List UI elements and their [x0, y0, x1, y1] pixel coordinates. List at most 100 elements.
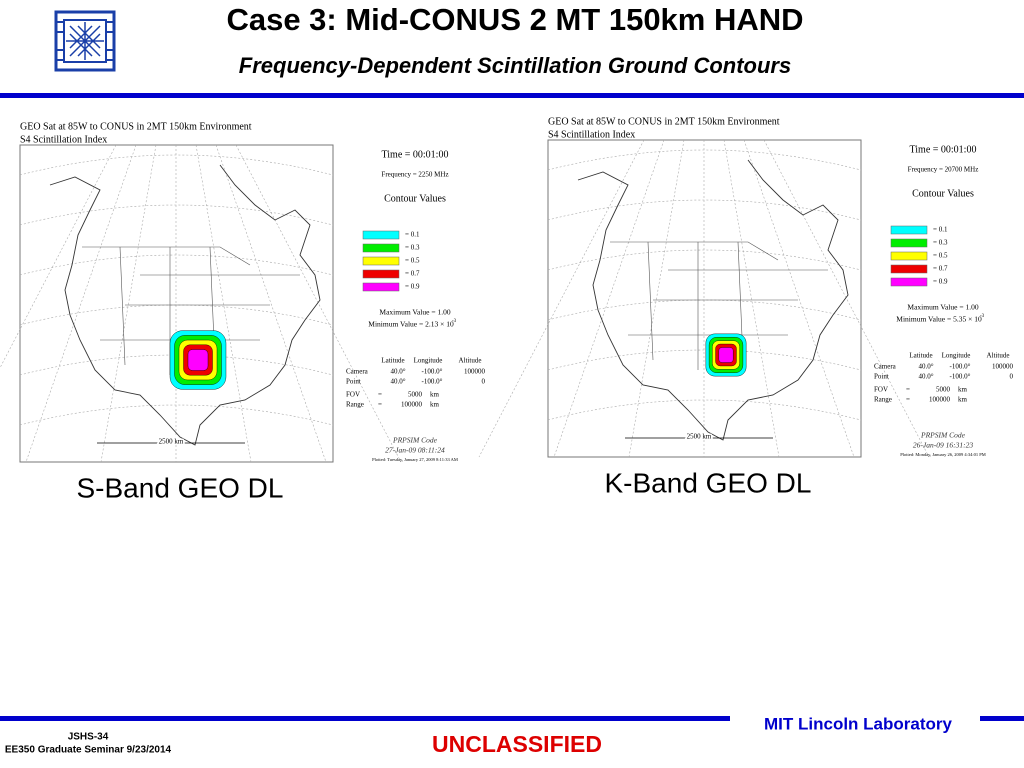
- table-cell: -100.0°: [422, 378, 443, 386]
- time: Time = 00:01:00: [382, 149, 449, 160]
- table-cell: 100000: [992, 363, 1014, 371]
- graticule: [478, 139, 645, 458]
- map-frame: [547, 139, 862, 458]
- table-cell: Point: [874, 373, 889, 381]
- panel-title: GEO Sat at 85W to CONUS in 2MT 150km Env…: [20, 121, 252, 132]
- legend-label: = 0.1: [933, 226, 948, 234]
- panel: GEO Sat at 85W to CONUS in 2MT 150km Env…: [0, 121, 486, 503]
- table-header: Latitude: [909, 352, 932, 360]
- graticule: [723, 139, 780, 458]
- table-cell: 100000: [464, 368, 486, 376]
- caption: K-Band GEO DL: [605, 467, 812, 498]
- legend-swatch: [890, 225, 928, 235]
- graticule: [195, 144, 252, 463]
- slide-title: Case 3: Mid-CONUS 2 MT 150km HAND: [226, 2, 803, 37]
- plotted: Plotted: Tuesday, January 27, 2009 8:11:…: [372, 457, 458, 463]
- view-cell: km: [430, 401, 440, 409]
- table-cell: -100.0°: [950, 373, 971, 381]
- seminar: EE350 Graduate Seminar 9/23/2014: [5, 745, 172, 756]
- view-cell: FOV: [346, 391, 360, 399]
- footer-rule: [0, 716, 730, 721]
- legend-label: = 0.9: [405, 283, 420, 291]
- borders: [82, 246, 300, 375]
- view-cell: FOV: [874, 386, 888, 394]
- view-cell: =: [906, 386, 910, 394]
- min-exponent: -3: [452, 319, 457, 324]
- panel-title: GEO Sat at 85W to CONUS in 2MT 150km Env…: [548, 116, 780, 127]
- table-header: Longitude: [414, 357, 443, 365]
- table-header: Altitude: [987, 352, 1010, 360]
- scale-label: 2500 km: [159, 438, 184, 446]
- coastline: [577, 159, 849, 441]
- view-cell: 5000: [408, 391, 423, 399]
- view-cell: =: [906, 396, 910, 404]
- legend-label: = 0.9: [933, 278, 948, 286]
- scale-label: 2500 km: [687, 433, 712, 441]
- legend-swatch: [362, 256, 400, 266]
- legend-swatch: [890, 238, 928, 248]
- contour: [187, 349, 209, 371]
- table-cell: -100.0°: [422, 368, 443, 376]
- view-cell: =: [378, 401, 382, 409]
- table-header: Longitude: [942, 352, 971, 360]
- legend-swatch: [890, 251, 928, 261]
- contour-heading: Contour Values: [384, 193, 446, 204]
- table-cell: -100.0°: [950, 363, 971, 371]
- min-exponent: -3: [980, 314, 985, 319]
- legend-swatch: [362, 243, 400, 253]
- slide-id: JSHS-34: [68, 732, 109, 743]
- table-cell: Camera: [346, 368, 369, 376]
- view-cell: Range: [346, 401, 364, 409]
- table-header: Altitude: [459, 357, 482, 365]
- view-cell: km: [430, 391, 440, 399]
- panels: GEO Sat at 85W to CONUS in 2MT 150km Env…: [0, 116, 1014, 503]
- code: PRPSIM Code: [392, 436, 438, 445]
- contour: [718, 347, 734, 363]
- table-header: Latitude: [381, 357, 404, 365]
- table-cell: Camera: [874, 363, 897, 371]
- panel-title: S4 Scintillation Index: [20, 134, 107, 145]
- table-cell: 0: [482, 378, 486, 386]
- graticule: [100, 144, 157, 463]
- legend-swatch: [890, 277, 928, 287]
- panel: GEO Sat at 85W to CONUS in 2MT 150km Env…: [478, 116, 1014, 498]
- view-cell: =: [378, 391, 382, 399]
- legend-label: = 0.3: [405, 244, 420, 252]
- min-value: Minimum Value = 2.13 × 10: [368, 320, 454, 329]
- legend-label: = 0.3: [933, 239, 948, 247]
- contour-heading: Contour Values: [912, 188, 974, 199]
- logo: [54, 10, 116, 72]
- table-cell: 40.0°: [918, 363, 933, 371]
- view-cell: Range: [874, 396, 892, 404]
- caption: S-Band GEO DL: [77, 472, 284, 503]
- header-rule: [0, 93, 1024, 98]
- min-value: Minimum Value = 5.35 × 10: [896, 315, 982, 324]
- map: [0, 144, 402, 463]
- view-cell: km: [958, 396, 968, 404]
- graticule: [763, 139, 930, 458]
- slide-subtitle: Frequency-Dependent Scintillation Ground…: [239, 53, 791, 78]
- view-cell: 100000: [929, 396, 951, 404]
- legend-swatch: [362, 269, 400, 279]
- run-date: 27-Jan-09 08:11:24: [385, 446, 445, 455]
- frequency: Frequency = 2250 MHz: [381, 171, 448, 179]
- legend-swatch: [362, 230, 400, 240]
- view-cell: 100000: [401, 401, 423, 409]
- borders: [610, 241, 828, 370]
- panel-title: S4 Scintillation Index: [548, 129, 635, 140]
- max-value: Maximum Value = 1.00: [379, 308, 450, 317]
- table-cell: 40.0°: [390, 378, 405, 386]
- classification: UNCLASSIFIED: [432, 731, 602, 757]
- run-date: 26-Jan-09 16:31:23: [913, 441, 973, 450]
- legend-label: = 0.1: [405, 231, 420, 239]
- coastline: [49, 164, 321, 446]
- legend-label: = 0.7: [405, 270, 420, 278]
- frequency: Frequency = 20700 MHz: [908, 166, 979, 174]
- plotted: Plotted: Monday, January 26, 2009 4:34:0…: [900, 452, 985, 458]
- code: PRPSIM Code: [920, 431, 966, 440]
- legend-swatch: [362, 282, 400, 292]
- table-cell: Point: [346, 378, 361, 386]
- view-cell: km: [958, 386, 968, 394]
- legend-label: = 0.5: [933, 252, 948, 260]
